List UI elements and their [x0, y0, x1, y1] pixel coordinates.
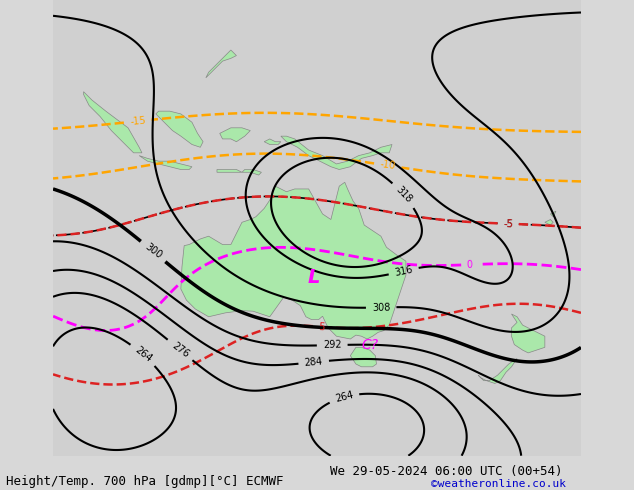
Text: 292: 292 — [323, 340, 342, 350]
Polygon shape — [478, 359, 517, 384]
Text: 276: 276 — [169, 341, 190, 360]
Polygon shape — [264, 139, 281, 145]
Polygon shape — [220, 128, 250, 142]
Text: -15: -15 — [129, 116, 146, 127]
Polygon shape — [351, 347, 377, 367]
Polygon shape — [156, 111, 203, 147]
Text: 264: 264 — [133, 345, 153, 365]
Polygon shape — [139, 156, 192, 170]
Bar — [53, 431, 581, 456]
Text: 300: 300 — [143, 242, 164, 261]
Polygon shape — [512, 314, 545, 353]
Polygon shape — [545, 220, 553, 225]
Text: 0: 0 — [467, 260, 473, 270]
Polygon shape — [550, 211, 556, 217]
Text: 264: 264 — [334, 390, 354, 404]
Text: 5: 5 — [318, 321, 325, 332]
Polygon shape — [281, 136, 392, 170]
Text: -5: -5 — [503, 219, 514, 229]
Text: ©weatheronline.co.uk: ©weatheronline.co.uk — [431, 479, 566, 489]
Text: 318: 318 — [394, 185, 413, 205]
Text: We 29-05-2024 06:00 UTC (00+54): We 29-05-2024 06:00 UTC (00+54) — [330, 465, 562, 478]
Text: Height/Temp. 700 hPa [gdmp][°C] ECMWF: Height/Temp. 700 hPa [gdmp][°C] ECMWF — [6, 474, 284, 488]
Text: -10: -10 — [379, 160, 396, 172]
Text: 284: 284 — [304, 356, 323, 368]
Polygon shape — [242, 170, 261, 175]
Text: 308: 308 — [372, 302, 391, 313]
Text: 316: 316 — [394, 265, 413, 278]
Polygon shape — [84, 92, 142, 153]
Text: L: L — [308, 269, 320, 287]
Polygon shape — [206, 50, 236, 78]
Polygon shape — [217, 170, 242, 172]
Text: -5: -5 — [503, 219, 514, 229]
Polygon shape — [181, 182, 406, 339]
Text: C?: C? — [361, 338, 378, 351]
